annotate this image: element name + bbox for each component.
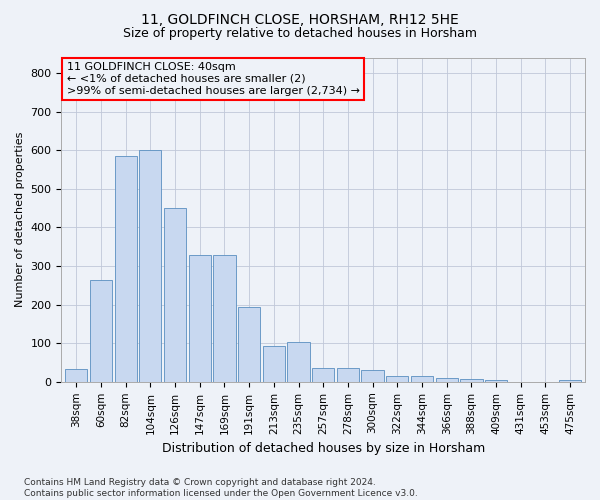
Bar [139, 150, 161, 382]
X-axis label: Distribution of detached houses by size in Horsham: Distribution of detached houses by size … [161, 442, 485, 455]
Y-axis label: Number of detached properties: Number of detached properties [15, 132, 25, 308]
Bar [460, 378, 482, 382]
Text: 11 GOLDFINCH CLOSE: 40sqm
← <1% of detached houses are smaller (2)
>99% of semi-: 11 GOLDFINCH CLOSE: 40sqm ← <1% of detac… [67, 62, 359, 96]
Bar [115, 156, 137, 382]
Text: 11, GOLDFINCH CLOSE, HORSHAM, RH12 5HE: 11, GOLDFINCH CLOSE, HORSHAM, RH12 5HE [141, 12, 459, 26]
Bar [90, 280, 112, 382]
Bar [411, 376, 433, 382]
Text: Contains HM Land Registry data © Crown copyright and database right 2024.
Contai: Contains HM Land Registry data © Crown c… [24, 478, 418, 498]
Bar [238, 306, 260, 382]
Bar [485, 380, 507, 382]
Bar [287, 342, 310, 382]
Bar [164, 208, 186, 382]
Bar [337, 368, 359, 382]
Bar [436, 378, 458, 382]
Bar [559, 380, 581, 382]
Bar [263, 346, 285, 382]
Text: Size of property relative to detached houses in Horsham: Size of property relative to detached ho… [123, 28, 477, 40]
Bar [188, 255, 211, 382]
Bar [386, 376, 409, 382]
Bar [361, 370, 384, 382]
Bar [312, 368, 334, 382]
Bar [213, 255, 236, 382]
Bar [65, 370, 88, 382]
